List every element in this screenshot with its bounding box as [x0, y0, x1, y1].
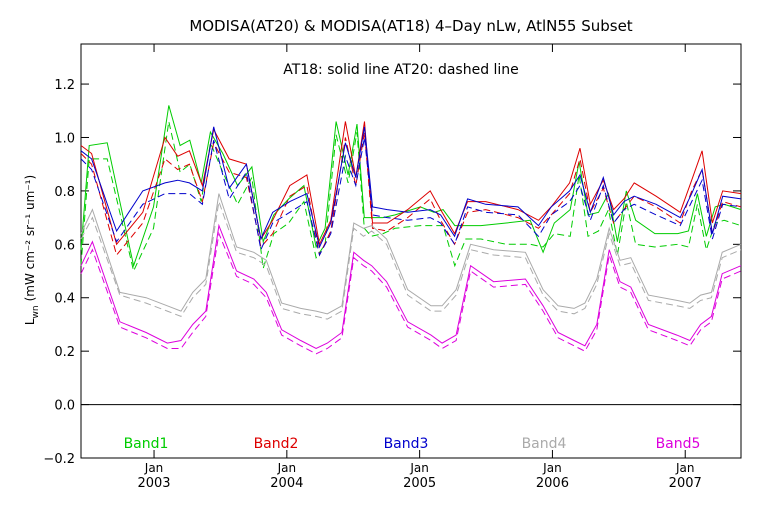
y-axis-ticks: −0.2 0.0 0.2 0.4 0.6 0.8 1.0 1.2	[43, 78, 741, 467]
x-tick-label-year: 2006	[536, 476, 569, 491]
line-style-annotation: AT18: solid line AT20: dashed line	[283, 62, 519, 78]
x-tick-label-month: Jan	[277, 461, 297, 475]
y-tick-label: −0.2	[43, 452, 75, 467]
y-axis-label-subscript: wn	[31, 305, 41, 318]
band1-solid-line	[80, 105, 742, 268]
y-tick-label: 0.6	[54, 238, 75, 253]
y-tick-label: 0.4	[54, 292, 75, 307]
band4-solid-line	[80, 193, 742, 315]
svg-text:Lwn(mW cm⁻² sr⁻¹ um⁻¹): Lwn (mW cm⁻² sr⁻¹ um⁻¹)	[23, 175, 41, 325]
plot-frame	[80, 43, 742, 459]
y-axis-label-unit: (mW cm⁻² sr⁻¹ um⁻¹)	[23, 175, 37, 302]
y-axis-label: Lwn (mW cm⁻² sr⁻¹ um⁻¹)	[23, 175, 41, 325]
band3-dashed-line	[80, 137, 742, 257]
legend-entry-band3: Band3	[384, 436, 429, 452]
y-tick-label: 1.0	[54, 131, 75, 146]
legend: Band1 Band2 Band3 Band4 Band5	[124, 436, 701, 452]
band4-dashed-line	[80, 201, 742, 320]
band5-dashed-line	[80, 231, 742, 355]
x-tick-label-month: Jan	[542, 461, 562, 475]
legend-entry-band4: Band4	[522, 436, 567, 452]
y-tick-label: 0.2	[54, 345, 75, 360]
x-tick-label-year: 2004	[270, 476, 303, 491]
x-tick-label-month: Jan	[144, 461, 164, 475]
series-layer	[80, 105, 742, 355]
y-tick-label: 0.8	[54, 185, 75, 200]
y-tick-label: 1.2	[54, 78, 75, 93]
band5-solid-line	[80, 223, 742, 350]
band2-dashed-line	[80, 132, 742, 257]
y-axis-label-main: L	[23, 318, 37, 325]
x-tick-label-month: Jan	[409, 461, 429, 475]
legend-entry-band1: Band1	[124, 436, 169, 452]
band2-solid-line	[80, 121, 742, 246]
legend-entry-band5: Band5	[656, 436, 701, 452]
legend-entry-band2: Band2	[254, 436, 299, 452]
x-tick-label-year: 2007	[669, 476, 702, 491]
y-tick-label: 0.0	[54, 399, 75, 414]
band3-solid-line	[80, 126, 742, 249]
x-tick-label-year: 2003	[137, 476, 170, 491]
x-tick-label-year: 2005	[403, 476, 436, 491]
chart-title: MODISA(AT20) & MODISA(AT18) 4–Day nLw, A…	[189, 17, 632, 35]
x-tick-label-month: Jan	[675, 461, 695, 475]
